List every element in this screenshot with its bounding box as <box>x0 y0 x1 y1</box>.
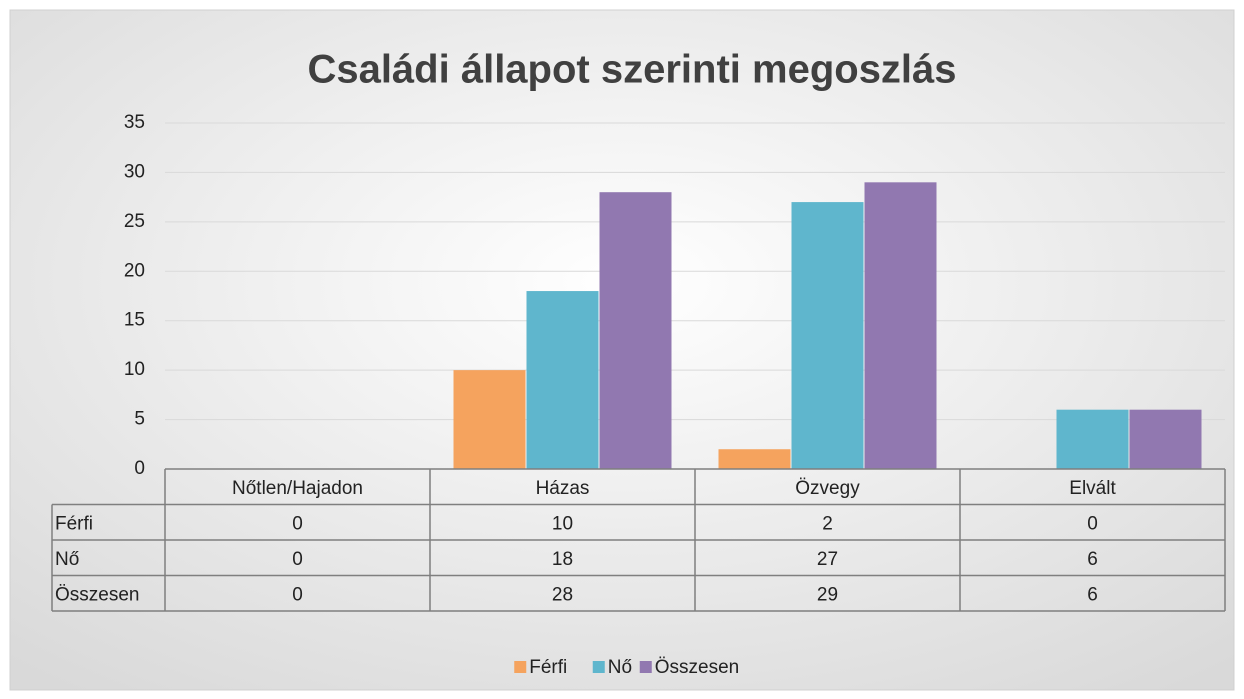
chart-title: Családi állapot szerinti megoszlás <box>307 48 956 92</box>
y-tick-label: 15 <box>124 310 145 331</box>
y-tick-label: 20 <box>124 260 145 281</box>
x-tick-label: Elvált <box>1069 478 1116 499</box>
bar <box>453 370 526 469</box>
table-cell: 6 <box>1087 584 1098 605</box>
legend-swatch <box>592 661 605 673</box>
y-tick-label: 25 <box>124 211 145 232</box>
legend-label: Nő <box>608 657 632 678</box>
bar <box>718 449 791 469</box>
table-cell: 2 <box>822 513 833 534</box>
table-cell: 0 <box>1087 513 1098 534</box>
table-cell: 0 <box>292 549 303 570</box>
table-cell: 10 <box>552 513 573 534</box>
legend-label: Férfi <box>529 657 567 678</box>
y-tick-label: 30 <box>124 161 145 182</box>
table-cell: 0 <box>292 513 303 534</box>
bar <box>864 182 937 470</box>
bar <box>1129 409 1202 469</box>
table-cell: 29 <box>817 584 838 605</box>
table-cell: 0 <box>292 584 303 605</box>
x-tick-label: Özvegy <box>795 478 860 499</box>
bar <box>1056 409 1129 469</box>
y-tick-label: 5 <box>134 409 145 430</box>
bar <box>791 202 864 470</box>
table-cell: 18 <box>552 549 573 570</box>
table-cell: 6 <box>1087 549 1098 570</box>
y-tick-label: 0 <box>134 458 145 479</box>
table-cell: 27 <box>817 549 838 570</box>
table-row-label: Férfi <box>55 513 93 534</box>
legend-swatch <box>639 661 652 673</box>
y-tick-label: 10 <box>124 359 145 380</box>
x-tick-label: Házas <box>536 478 590 499</box>
y-tick-label: 35 <box>124 112 145 133</box>
bar <box>599 192 672 469</box>
legend-swatch <box>514 661 527 673</box>
x-tick-label: Nőtlen/Hajadon <box>232 478 363 499</box>
table-row-label: Összesen <box>55 584 139 605</box>
table-cell: 28 <box>552 584 573 605</box>
bar <box>526 291 599 469</box>
table-row-label: Nő <box>55 549 79 570</box>
legend-label: Összesen <box>655 657 739 678</box>
